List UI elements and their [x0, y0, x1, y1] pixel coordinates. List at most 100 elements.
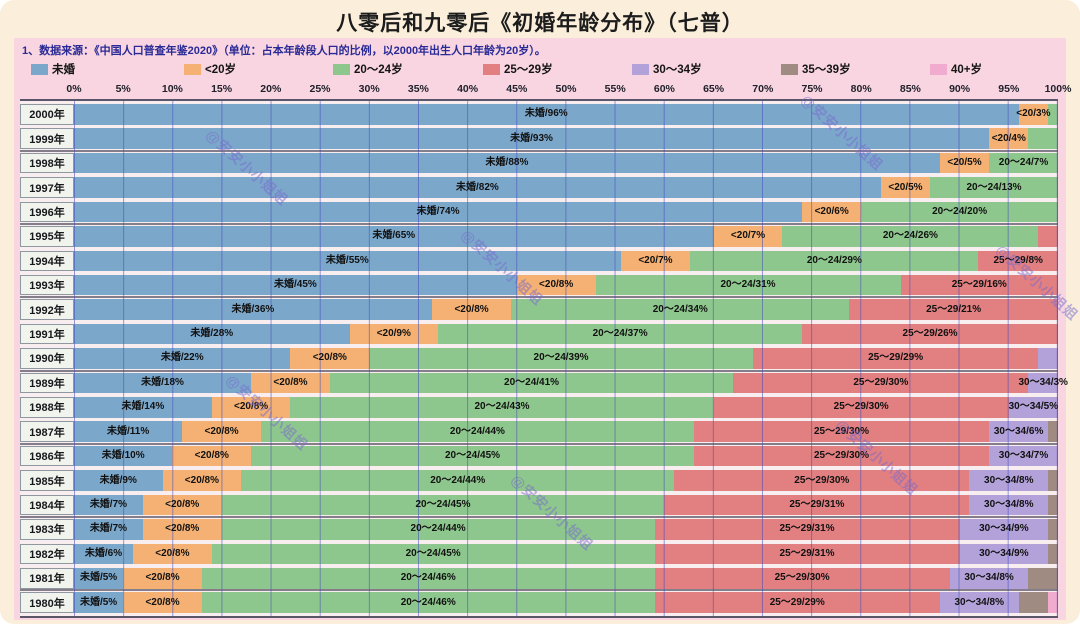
bar-segment-unmarried: 未婚/14%: [74, 397, 212, 418]
bar-segment-a20_24: 20～24/34%: [511, 299, 850, 320]
chart-row: 1988年 未婚/14% <20/8% 20～24/43% 25～29/30% 30～34…: [20, 397, 1058, 418]
bar-segment-a20_24: 20～24/7%: [989, 152, 1058, 174]
chart-row: 1997年 未婚/82% <20/5% 20～24/13%: [20, 177, 1058, 198]
axis-tick: 85%: [899, 83, 921, 95]
bar-segment-label: <20/8%: [165, 499, 200, 510]
bar-segment-a30_34: 30～34/8%: [939, 592, 1019, 613]
bar-segment-label: 30～34/6%: [993, 425, 1044, 437]
year-label: 1993年: [20, 274, 74, 296]
bar-segment-a25_29: 25～29/30%: [733, 372, 1029, 394]
bar-segment-label: 30～34/5%: [1008, 401, 1059, 413]
chart-row: 1986年 未婚/10% <20/8% 20～24/45% 25～29/30% 30～34…: [20, 442, 1058, 467]
bar-segment-label: 25～29/29%: [868, 352, 924, 364]
bar-segment-label: <20/3%: [1016, 108, 1051, 120]
bar-segment-a30_34: 30～34/5%: [1009, 397, 1058, 418]
bar-segment-label: 30～34/8%: [984, 499, 1034, 510]
bar-segment-a25_29: 25～29/30%: [693, 421, 990, 442]
axis-tick: 10%: [161, 83, 183, 95]
chart-row: 1980年 未婚/5% <20/8% 20～24/46% 25～29/29% 30～34/…: [20, 589, 1058, 613]
axis-tick: 15%: [211, 83, 233, 95]
bar-segment-label: 未婚/36%: [231, 303, 275, 315]
chart-row: 1996年 未婚/74% <20/6% 20～24/20%: [20, 201, 1058, 223]
axis-tick: 45%: [506, 83, 528, 95]
legend-label: 20～24岁: [354, 64, 403, 76]
bar-segment-unmarried: 未婚/36%: [74, 299, 432, 320]
bar-segment-label: 未婚/5%: [79, 572, 118, 584]
bar-segment-label: 未婚/9%: [99, 474, 137, 486]
chart-row: 1984年 未婚/7% <20/8% 20～24/45% 25～29/31% 30～34/…: [20, 494, 1058, 516]
bar-segment-unmarried: 未婚/65%: [74, 226, 714, 247]
bar-segment-label: 30～34/9%: [979, 523, 1029, 535]
year-label: 1998年: [20, 152, 74, 174]
bar-segment-lt20: <20/9%: [349, 323, 439, 345]
year-label: 1983年: [20, 519, 74, 540]
bar-segment-unmarried: 未婚/18%: [74, 372, 252, 394]
legend-item-unmarried: 未婚: [31, 61, 75, 77]
bar-segment-a20_24: 20～24/44%: [260, 421, 694, 442]
bar-segment-a20_24: [1028, 128, 1058, 149]
bar-segment-a30_34: [1038, 348, 1058, 369]
legend-swatch-unmarried: [31, 63, 48, 75]
bar-segment-a25_29: [1038, 226, 1058, 247]
bar-segment-lt20: <20/8%: [251, 372, 330, 394]
bar-segment-label: <20/8%: [204, 425, 239, 437]
chart-rows: 2000年 未婚/96% <20/3% 1999年 未婚/93% <20/4% 1998年未…: [20, 99, 1068, 618]
bar-segment-a25_29: 25～29/26%: [802, 323, 1058, 345]
bar-segment-label: 未婚/82%: [456, 181, 499, 193]
year-label: 1996年: [20, 201, 74, 223]
bar-segment-label: 25～29/21%: [926, 303, 982, 315]
bar-segment-label: 未婚/7%: [89, 523, 128, 535]
bar-segment-a35_39: [1028, 568, 1058, 589]
year-label: 1995年: [20, 226, 74, 247]
stacked-bar: 未婚/82% <20/5% 20～24/13%: [74, 177, 1058, 198]
legend-label: 35～39岁: [802, 64, 851, 76]
bar-segment-unmarried: 未婚/74%: [74, 201, 803, 223]
chart-row: 1991年 未婚/28% <20/9% 20～24/37% 25～29/26%: [20, 323, 1058, 345]
bar-segment-label: 20～24/7%: [998, 157, 1049, 169]
bar-segment-label: <20/8%: [234, 401, 269, 413]
bar-segment-label: 25～29/29%: [769, 596, 825, 608]
year-label: 1999年: [20, 128, 74, 149]
bar-segment-label: 未婚/88%: [485, 157, 529, 169]
bar-segment-a20_24: 20～24/45%: [251, 445, 694, 467]
bar-segment-label: 30～34/8%: [954, 596, 1004, 608]
year-label: 1991年: [20, 323, 74, 345]
stacked-bar: 未婚/11% <20/8% 20～24/44% 25～29/30% 30～34/6%: [74, 421, 1058, 442]
axis-tick: 95%: [998, 83, 1020, 95]
bar-segment-unmarried: 未婚/6%: [74, 543, 134, 565]
bar-segment-a20_24: 20～24/43%: [290, 397, 714, 418]
bar-segment-label: <20/8%: [155, 547, 190, 559]
bar-segment-label: <20/8%: [454, 303, 489, 315]
bar-segment-label: <20/8%: [145, 596, 180, 608]
bar-segment-lt20: <20/8%: [123, 592, 202, 613]
year-label: 1984年: [20, 494, 74, 516]
stacked-bar: 未婚/10% <20/8% 20～24/45% 25～29/30% 30～34/7%: [74, 445, 1058, 467]
bar-segment-lt20: <20/7%: [713, 226, 783, 247]
bar-segment-a20_24: 20～24/13%: [930, 177, 1058, 198]
stacked-bar: 未婚/74% <20/6% 20～24/20%: [74, 201, 1058, 223]
bar-segment-lt20: <20/8%: [142, 494, 222, 516]
legend-item-a25_29: 25～29岁: [483, 61, 553, 77]
bar-segment-a20_24: 20～24/44%: [221, 519, 655, 540]
bar-segment-lt20: <20/8%: [133, 543, 212, 565]
bar-segment-label: 30～34/8%: [984, 474, 1034, 486]
bar-segment-label: 未婚/7%: [89, 499, 128, 510]
bar-segment-a20_24: 20～24/41%: [329, 372, 734, 394]
bar-segment-label: 20～24/45%: [415, 499, 471, 510]
axis-tick: 70%: [752, 83, 774, 95]
axis-tick: 65%: [703, 83, 725, 95]
bar-segment-lt20: <20/8%: [162, 470, 242, 491]
bar-segment-a35_39: [1048, 543, 1058, 565]
legend-item-lt20: <20岁: [184, 61, 236, 77]
bar-segment-label: 20～24/29%: [806, 254, 862, 266]
axis-tick: 55%: [604, 83, 626, 95]
bar-segment-a20_24: 20～24/44%: [241, 470, 675, 491]
bar-segment-a20_24: 20～24/45%: [221, 494, 665, 516]
chart-row: 1989年 未婚/18% <20/8% 20～24/41% 25～29/30% 30～34…: [20, 369, 1068, 394]
bar-segment-label: 未婚/14%: [121, 401, 165, 413]
bar-segment-label: 20～24/44%: [449, 425, 505, 437]
bar-segment-a25_29: 25～29/16%: [900, 274, 1058, 296]
bar-segment-a30_34: 30～34/3%: [1018, 372, 1068, 394]
legend: 未婚 <20岁 20～24岁 25～29岁 30～34岁 35～39岁 40+岁: [20, 61, 1060, 79]
chart-row: 2000年 未婚/96% <20/3%: [20, 104, 1058, 125]
